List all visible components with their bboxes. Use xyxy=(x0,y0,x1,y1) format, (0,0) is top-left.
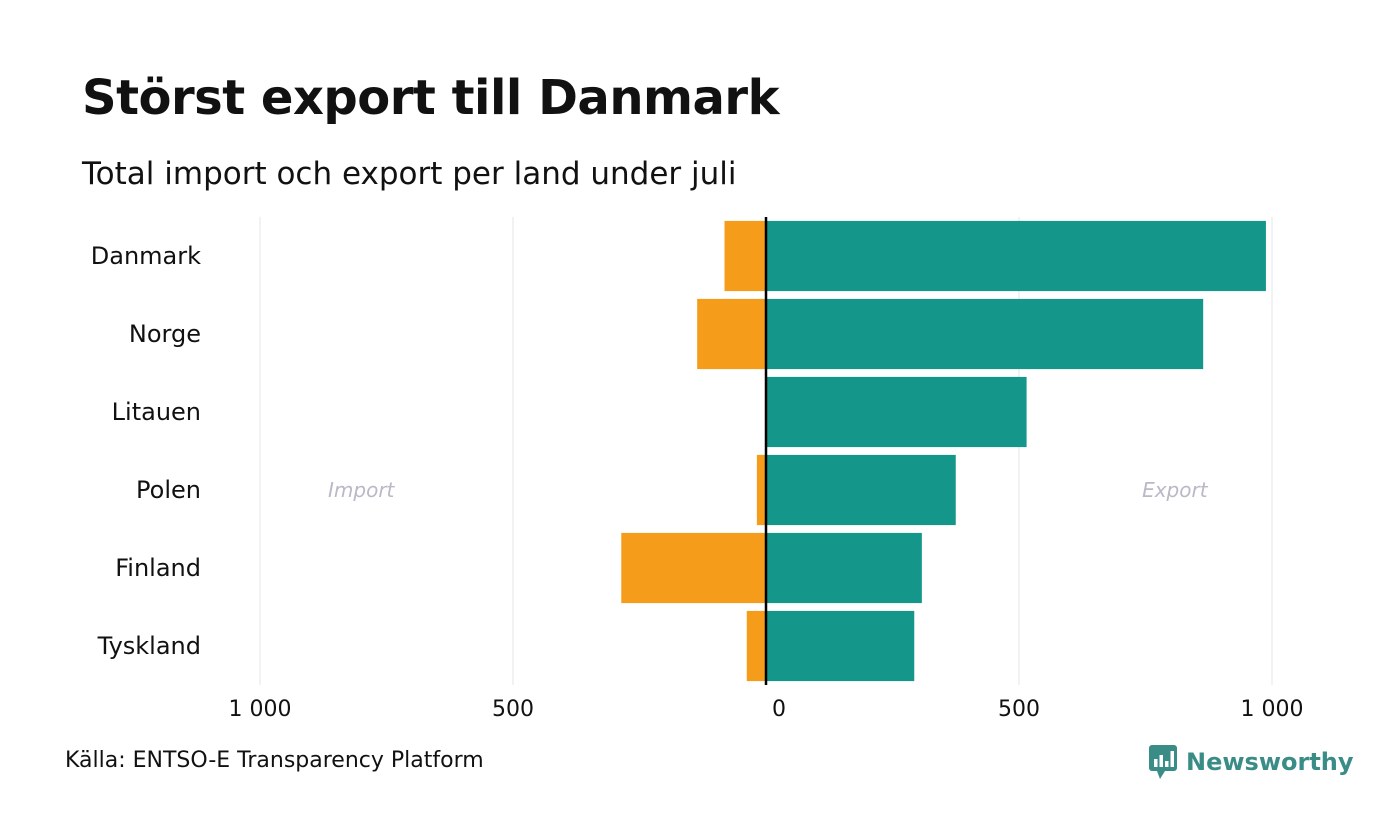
x-tick-label: 0 xyxy=(772,697,786,722)
brand-logo: Newsworthy xyxy=(1148,744,1354,780)
labels: 1 000 500 0 500 1 000 Danmark Norge Litauen Pole… xyxy=(91,242,1304,722)
chart-title: Störst export till Danmark xyxy=(82,70,780,126)
category-label: Danmark xyxy=(91,242,201,270)
chart-speech-bubble-icon xyxy=(1149,745,1177,779)
export-bar xyxy=(766,298,1204,370)
category-label: Norge xyxy=(129,320,201,348)
export-bar xyxy=(766,532,922,604)
category-label: Tyskland xyxy=(97,632,201,660)
category-label: Polen xyxy=(136,476,201,504)
import-bar xyxy=(724,220,766,292)
export-bar xyxy=(766,610,915,682)
x-tick-label: 500 xyxy=(492,697,534,722)
x-tick-label: 500 xyxy=(998,697,1040,722)
category-label: Finland xyxy=(115,554,201,582)
chart-subtitle: Total import och export per land under j… xyxy=(82,156,737,192)
x-tick-label: 1 000 xyxy=(229,697,292,722)
export-bar xyxy=(766,220,1266,292)
annotation-label: Import xyxy=(328,478,396,502)
export-bar xyxy=(766,454,956,526)
category-label: Litauen xyxy=(112,398,201,426)
source-note: Källa: ENTSO-E Transparency Platform xyxy=(65,748,484,773)
brand-name: Newsworthy xyxy=(1186,748,1354,776)
gridlines xyxy=(259,217,1273,685)
import-bar xyxy=(621,532,766,604)
x-tick-label: 1 000 xyxy=(1241,697,1304,722)
export-bar xyxy=(766,376,1027,448)
import-bar xyxy=(697,298,766,370)
import-bar xyxy=(746,610,766,682)
annotation-label: Export xyxy=(1142,478,1209,502)
import-bar xyxy=(756,454,766,526)
bars xyxy=(621,217,1266,685)
chart: 1 000 500 0 500 1 000 Danmark Norge Litauen Pole… xyxy=(91,217,1304,722)
